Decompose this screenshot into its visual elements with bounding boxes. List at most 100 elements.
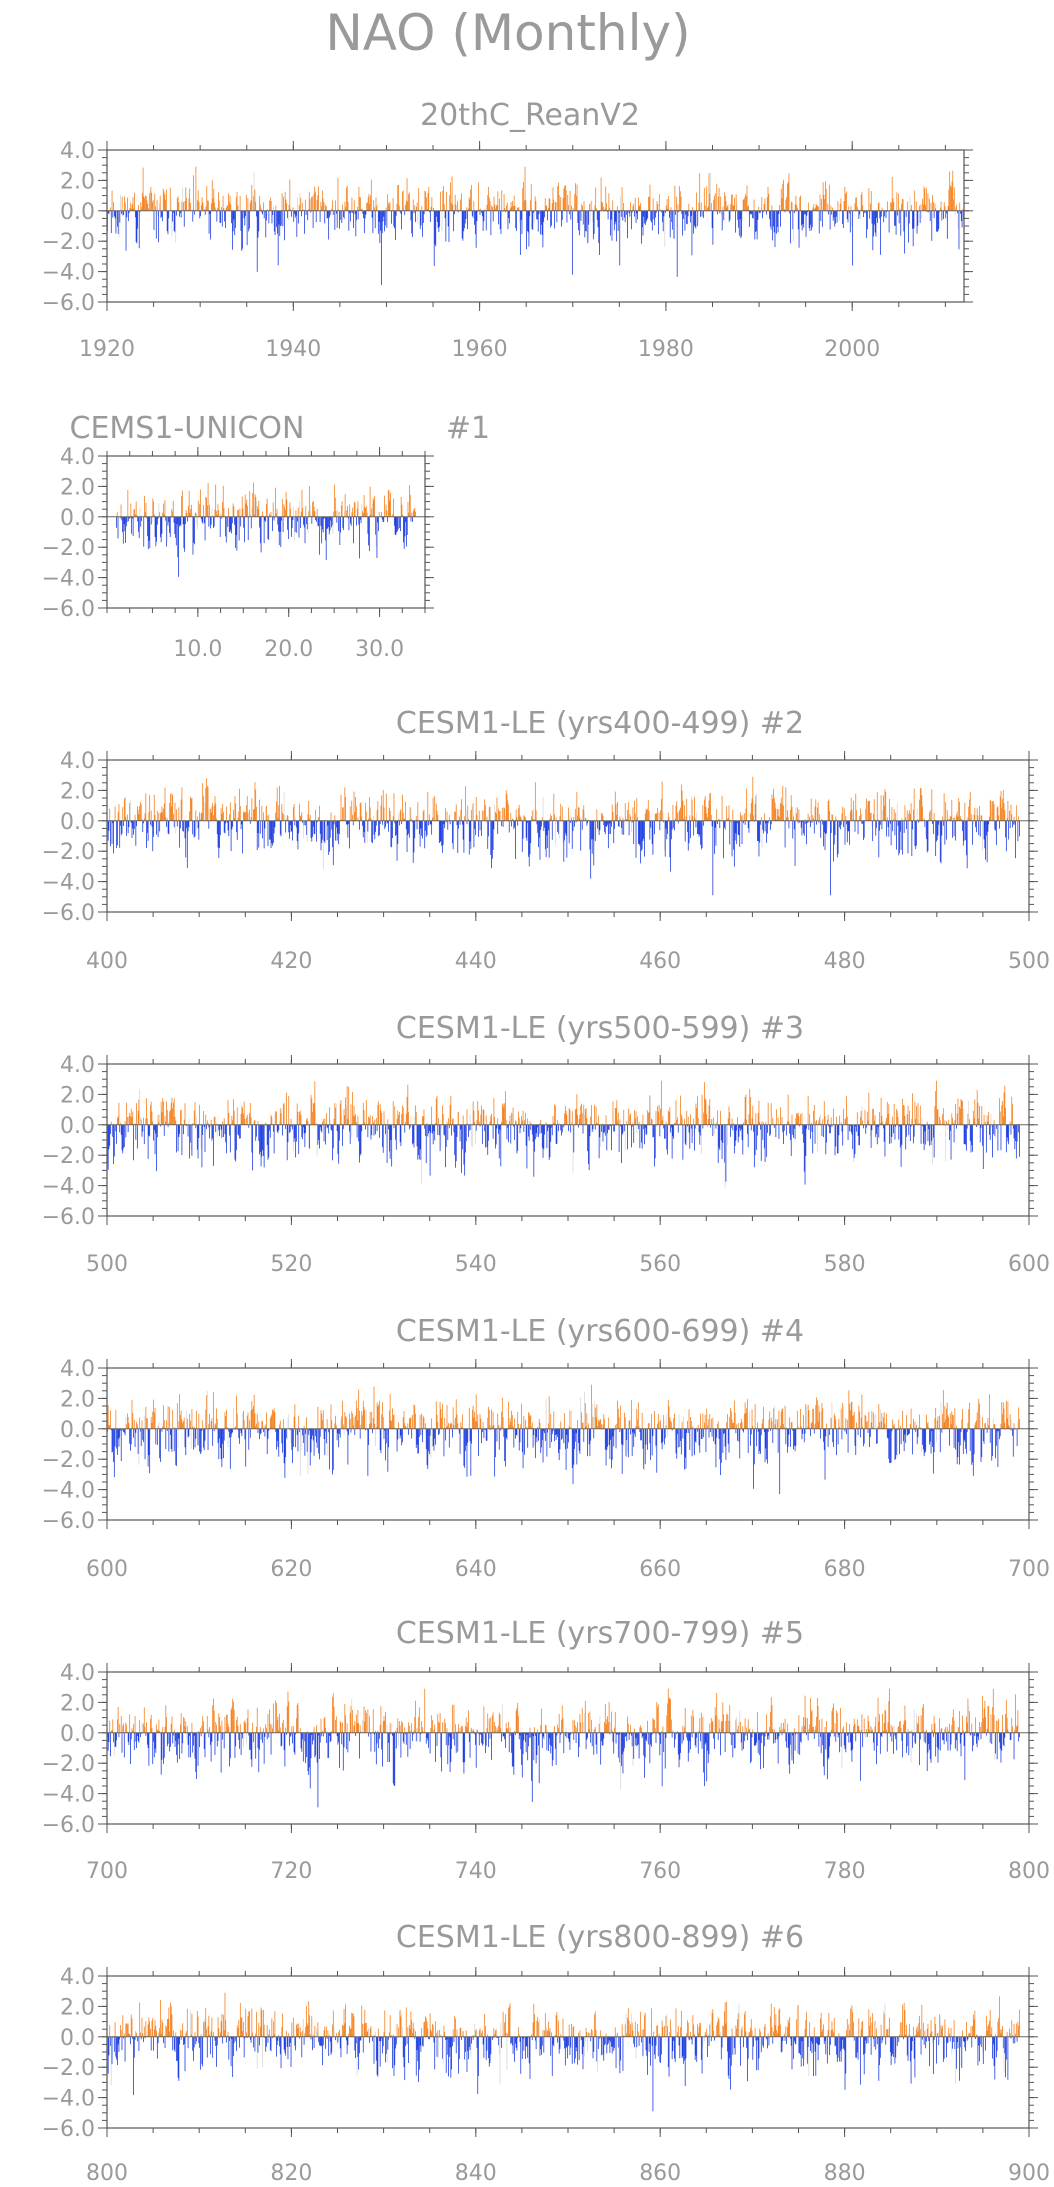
nao-bar [544,198,546,211]
nao-bar [470,820,472,849]
nao-bar [833,1108,834,1125]
nao-bar [275,205,277,211]
nao-bar [452,204,454,211]
nao-bar [480,208,482,211]
nao-bar [954,210,956,216]
nao-bar [562,820,564,844]
nao-bar [974,1099,976,1125]
nao-bar [931,210,933,241]
nao-bar [263,202,264,211]
nao-bar [597,820,598,829]
nao-bar [481,210,483,217]
nao-bar [625,818,627,821]
nao-bar [357,1115,359,1125]
nao-bar [171,793,173,821]
nao-bar [921,795,923,821]
nao-bar [605,820,607,827]
nao-bar [368,1116,370,1125]
nao-bar [334,484,335,517]
nao-bar [539,1422,541,1429]
nao-bar [513,195,515,211]
nao-bar [116,1428,118,1449]
nao-bar [608,1124,610,1130]
nao-bar [801,210,803,231]
nao-bar [871,210,873,224]
nao-bar [702,1124,704,1129]
nao-bar [247,197,249,211]
nao-bar [155,516,157,547]
nao-bar [218,192,219,211]
nao-bar [467,210,468,229]
nao-bar [885,210,887,219]
nao-bar [197,1124,199,1159]
nao-bar [359,516,361,520]
nao-bar [361,208,363,211]
nao-bar [108,820,110,831]
nao-bar [263,210,265,219]
nao-bar [228,1428,230,1432]
nao-bar [128,516,129,522]
nao-bar [361,816,363,821]
nao-bar [704,205,706,211]
nao-bar [302,1428,303,1436]
nao-bar [327,820,329,826]
nao-bar [289,502,291,517]
nao-bar [325,206,327,211]
nao-bar [136,1421,137,1429]
nao-bar [263,1124,265,1168]
nao-bar [406,516,407,547]
nao-bar [902,199,904,211]
nao-bar [307,1120,309,1125]
nao-bar [176,1403,178,1429]
nao-bar [462,210,464,241]
nao-bar [555,202,557,211]
nao-bar [650,210,652,221]
nao-bar [546,1124,548,1149]
nao-bar [991,809,993,821]
nao-bar [893,819,894,821]
nao-bar [359,1124,361,1156]
nao-bar [924,1124,926,1132]
nao-bar [246,1415,248,1429]
nao-bar [544,820,546,850]
nao-bar [507,1124,509,1128]
nao-bar [526,820,528,841]
nao-bar [236,516,238,551]
nao-bar [392,514,394,517]
nao-bar [693,820,695,836]
nao-bar [399,1124,401,1143]
nao-bar [485,1124,486,1148]
nao-bar [499,1426,501,1429]
nao-bar [556,1124,558,1144]
nao-bar [200,489,201,517]
nao-bar [140,1428,142,1447]
nao-bar [343,511,345,517]
nao-bar [589,1124,591,1137]
nao-bar [616,210,618,242]
nao-bar [916,820,917,846]
nao-bar [496,797,498,821]
nao-bar [415,1105,416,1125]
nao-bar [337,178,339,211]
nao-bar [331,820,333,830]
nao-bar [306,516,307,525]
nao-bar [356,206,358,211]
nao-bar [133,820,134,835]
nao-bar [949,818,950,821]
nao-bar [117,516,119,539]
nao-bar [180,1410,182,1429]
nao-bar [634,800,635,821]
nao-bar [959,1108,961,1125]
nao-bar [294,210,296,218]
nao-bar [199,504,201,517]
nao-bar [735,1124,737,1141]
nao-bar [826,1124,827,1143]
nao-bar [548,820,549,831]
nao-bar [803,210,805,228]
nao-bar [707,208,708,211]
nao-bar [797,207,798,211]
nao-bar [207,1122,209,1125]
nao-bar [257,1428,259,1434]
nao-bar [352,210,354,214]
nao-bar [979,1105,980,1125]
